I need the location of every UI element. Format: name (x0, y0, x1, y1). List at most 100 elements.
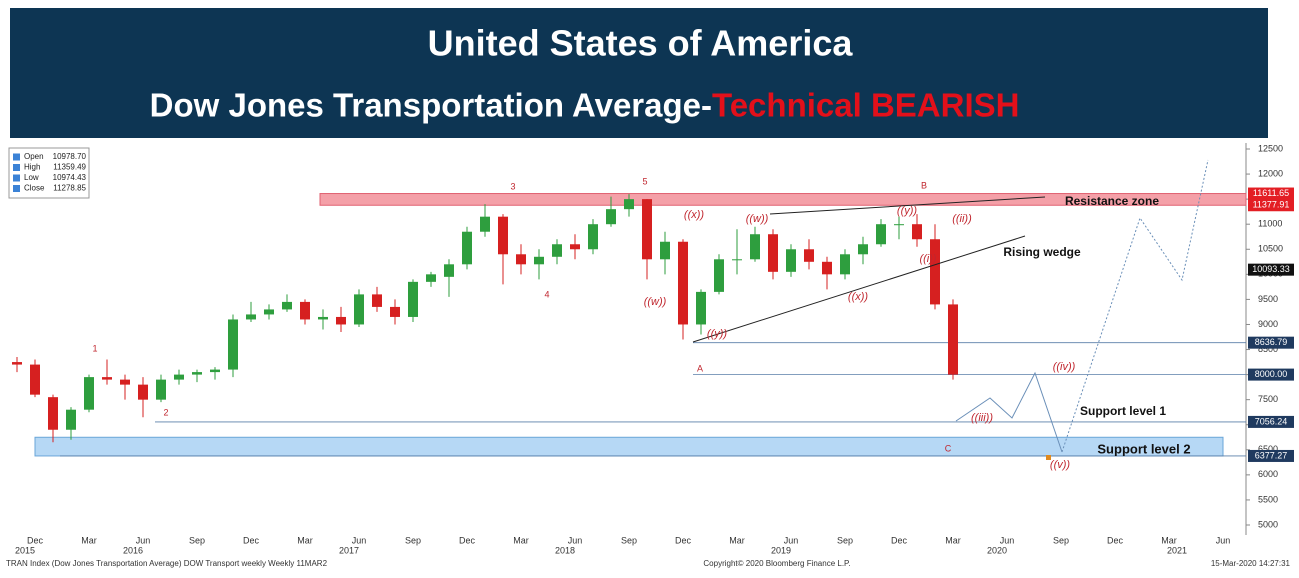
info-swatch (13, 185, 20, 192)
x-tick-label: Jun (784, 535, 799, 545)
y-tick-label: 6500 (1258, 444, 1278, 454)
wave-label: 1 (92, 343, 97, 353)
x-tick-label: Mar (945, 535, 961, 545)
candle-body (282, 301, 292, 310)
candle-body (696, 291, 706, 325)
wave-label: ((i)) (919, 253, 936, 265)
y-tick-label: 6000 (1258, 469, 1278, 479)
target-marker (1046, 455, 1051, 460)
level-label: 8636.79 (1255, 337, 1288, 347)
year-label: 2015 (15, 545, 35, 555)
y-tick-label: 5500 (1258, 494, 1278, 504)
x-tick-label: Mar (729, 535, 745, 545)
candle-body (534, 256, 544, 265)
year-label: 2019 (771, 545, 791, 555)
info-swatch (13, 153, 20, 161)
support-zone (34, 436, 1224, 457)
info-name: Low (24, 173, 39, 182)
candle-body (516, 254, 526, 265)
candle-body (408, 281, 418, 317)
y-tick-label: 8500 (1258, 344, 1278, 354)
candle-body (354, 294, 364, 325)
candle-body (498, 216, 508, 255)
candle-body (786, 249, 796, 272)
candle-body (930, 239, 940, 305)
year-label: 2018 (555, 545, 575, 555)
wave-label: 5 (642, 176, 647, 186)
candle-body (66, 409, 76, 430)
candle-body (300, 301, 310, 320)
y-tick-label: 5000 (1258, 519, 1278, 529)
zone-label: Rising wedge (1003, 245, 1081, 259)
candle-body (102, 377, 112, 380)
footer-center: Copyright© 2020 Bloomberg Finance L.P. (703, 559, 850, 568)
x-tick-label: Jun (352, 535, 367, 545)
candle-body (246, 314, 256, 320)
x-tick-label: Mar (81, 535, 97, 545)
wave-label: ((x)) (684, 209, 704, 221)
wedge-upper (769, 196, 1046, 215)
wave-label: ((v)) (1050, 459, 1070, 471)
year-label: 2021 (1167, 545, 1187, 555)
y-tick-label: 12000 (1258, 168, 1283, 178)
x-tick-label: Mar (1161, 535, 1177, 545)
candle-body (30, 364, 40, 395)
candle-body (750, 234, 760, 260)
x-tick-label: Sep (189, 535, 205, 545)
candle-body (840, 254, 850, 275)
level-label: 6377.27 (1255, 450, 1288, 460)
candle-body (462, 231, 472, 265)
info-box (8, 147, 90, 199)
subtitle: Dow Jones Transportation Average- (150, 87, 712, 124)
info-value: 11278.85 (53, 184, 86, 193)
x-tick-label: Dec (243, 535, 260, 545)
info-name: Open (24, 152, 44, 161)
zone-label: Resistance zone (1065, 194, 1159, 208)
candle-body (570, 244, 580, 250)
x-tick-label: Jun (1216, 535, 1231, 545)
candle-body (714, 259, 724, 292)
candle-body (912, 224, 922, 240)
candle-body (426, 274, 436, 282)
level-label: 11611.65 (1253, 188, 1289, 198)
year-label: 2020 (987, 545, 1007, 555)
wave-label: C (945, 443, 952, 453)
candle-body (336, 316, 346, 325)
wave-label: ((x)) (848, 291, 868, 303)
x-tick-label: Mar (513, 535, 529, 545)
x-tick-label: Dec (27, 535, 44, 545)
candle-body (732, 259, 742, 261)
level-label-bg (1248, 415, 1294, 428)
candle-body (480, 216, 490, 232)
candle-body (588, 224, 598, 250)
level-label: 10093.33 (1252, 264, 1290, 274)
level-label-bg (1248, 449, 1294, 462)
x-tick-label: Jun (136, 535, 151, 545)
x-tick-label: Mar (297, 535, 313, 545)
x-tick-label: Sep (405, 535, 421, 545)
candle-body (12, 362, 22, 365)
candle-body (948, 304, 958, 375)
wave-label: ((iv)) (1053, 361, 1076, 373)
candle-body (804, 249, 814, 262)
x-tick-label: Sep (837, 535, 853, 545)
wave-label: 4 (544, 289, 549, 299)
candle-body (660, 241, 670, 260)
candle-body (174, 374, 184, 380)
level-label: 11377.91 (1253, 200, 1290, 210)
wave-label: ((w)) (644, 296, 667, 308)
wave-label: ((w)) (746, 213, 769, 225)
wave-label: B (921, 180, 927, 190)
candle-body (552, 244, 562, 257)
level-label: 8000.00 (1255, 369, 1288, 379)
x-tick-label: Jun (1000, 535, 1015, 545)
title: United States of America (428, 23, 854, 64)
wave-label: A (697, 363, 703, 373)
candle-body (48, 397, 58, 430)
x-tick-label: Dec (891, 535, 908, 545)
candle-body (894, 224, 904, 226)
wave-label: 3 (510, 181, 515, 191)
wave-label: ((ii)) (952, 213, 972, 225)
wave-label: 2 (163, 407, 168, 417)
